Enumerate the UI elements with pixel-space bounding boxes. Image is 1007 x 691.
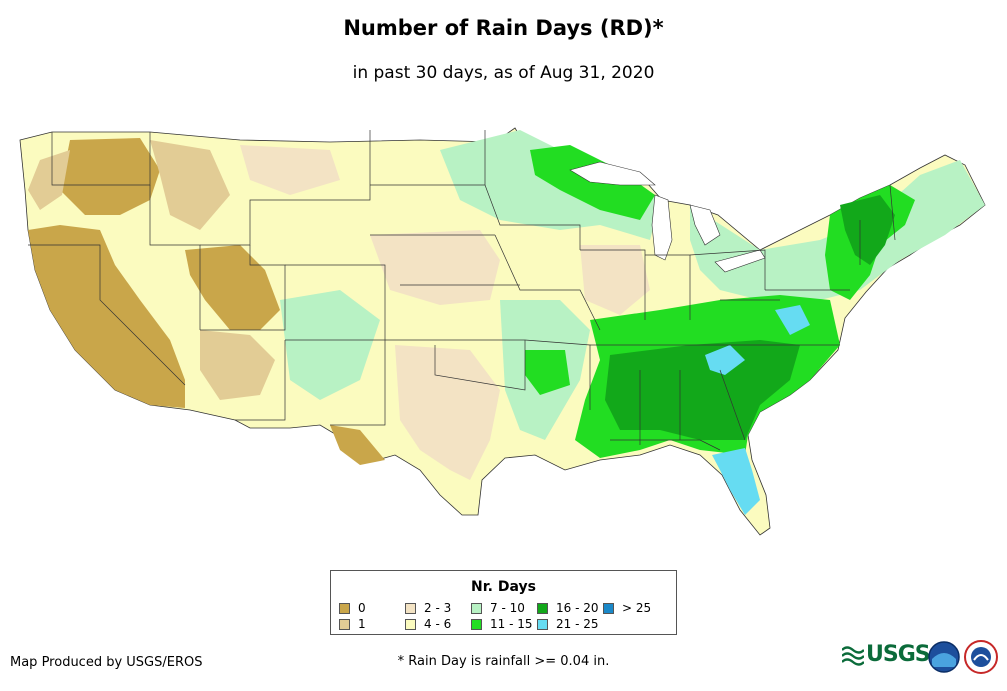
zone-two-three-plains (370, 230, 500, 305)
legend-swatch-3 (405, 618, 416, 630)
legend-swatch-0 (339, 602, 350, 614)
zone-zero-oregon (60, 138, 160, 215)
zone-one-idaho (150, 140, 230, 230)
legend-item-4: 7 - 10 (471, 601, 525, 615)
legend-label-1: 1 (358, 617, 366, 631)
nws-logo-icon (964, 640, 998, 674)
legend-label-5: 11 - 15 (490, 617, 533, 631)
legend-swatch-6 (537, 602, 548, 614)
map-credit: Map Produced by USGS/EROS (10, 655, 203, 670)
zone-seven-ten-east (690, 160, 985, 300)
zone-one-west (28, 150, 70, 210)
legend-swatch-1 (339, 618, 350, 630)
legend-title: Nr. Days (471, 579, 536, 595)
zone-zero-texas (330, 425, 385, 465)
zone-eleven-fifteen-arkansas (525, 350, 570, 395)
zone-twentyone-carolinas (705, 345, 745, 375)
legend-item-1: 1 (339, 617, 366, 631)
legend-label-8: > 25 (622, 601, 652, 615)
usgs-logo: USGS (866, 642, 931, 667)
noaa-logo-icon (928, 641, 960, 673)
lake-michigan (651, 194, 673, 261)
state-boundaries (28, 130, 896, 451)
map-title: Number of Rain Days (RD)* (343, 16, 664, 40)
legend-swatch-2 (405, 602, 416, 614)
legend-item-3: 4 - 6 (405, 617, 451, 631)
legend-label-0: 0 (358, 601, 366, 615)
zone-sixteen-twenty-southeast (605, 340, 800, 440)
zone-twentyone-florida (712, 448, 760, 515)
legend-swatch-8 (603, 602, 614, 614)
legend-item-2: 2 - 3 (405, 601, 451, 615)
zone-zero-west (28, 225, 185, 408)
zone-one-southwest (200, 330, 275, 400)
map-legend: Nr. Days 0 1 2 - 3 4 - 6 7 - 10 11 - 15 … (330, 570, 677, 635)
lake-superior (569, 161, 656, 186)
legend-label-7: 21 - 25 (556, 617, 599, 631)
zone-sixteen-twenty-northeast (840, 195, 895, 265)
legend-item-7: 21 - 25 (537, 617, 599, 631)
lake-huron (689, 204, 721, 246)
legend-label-2: 2 - 3 (424, 601, 452, 615)
legend-label-3: 4 - 6 (424, 617, 452, 631)
legend-item-5: 11 - 15 (471, 617, 533, 631)
zone-two-three-montana (240, 145, 340, 195)
legend-item-0: 0 (339, 601, 366, 615)
legend-swatch-4 (471, 602, 482, 614)
zone-twentyone-virginia (775, 305, 810, 335)
zone-two-three-texas (395, 345, 500, 480)
legend-swatch-7 (537, 618, 548, 630)
zone-zero-nevada (185, 245, 280, 330)
legend-item-6: 16 - 20 (537, 601, 599, 615)
agency-logos: USGS (842, 638, 1002, 678)
legend-swatch-5 (471, 618, 482, 630)
legend-item-8: > 25 (603, 601, 651, 615)
usgs-wave-icon (842, 646, 864, 666)
zone-two-three-midwest (580, 245, 650, 315)
map-subtitle: in past 30 days, as of Aug 31, 2020 (352, 63, 655, 83)
legend-label-4: 7 - 10 (490, 601, 525, 615)
legend-label-6: 16 - 20 (556, 601, 599, 615)
rain-day-footnote: * Rain Day is rainfall >= 0.04 in. (397, 654, 610, 669)
zone-seven-ten-southwest (280, 290, 380, 400)
